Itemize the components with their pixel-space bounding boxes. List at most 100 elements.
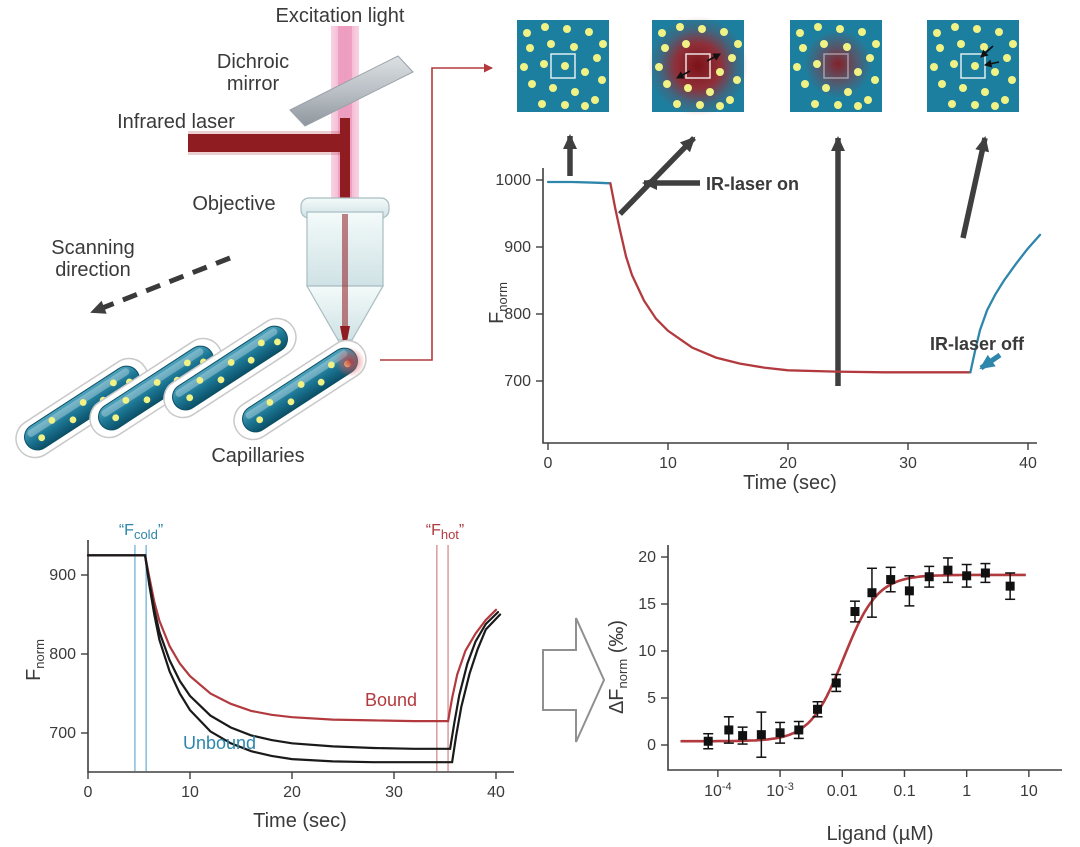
fluorophore-dot	[844, 88, 852, 96]
fluorophore-dot	[581, 68, 589, 76]
y-tick-label: 5	[647, 690, 656, 707]
fluorophore-dot	[811, 100, 819, 108]
data-point	[980, 568, 990, 578]
y-tick-label: 800	[504, 306, 531, 323]
fluorophore-dot	[274, 338, 281, 346]
fluorophore-dot	[112, 414, 120, 422]
fluorophore-dot	[858, 28, 866, 36]
fluorophore-dot	[728, 54, 736, 62]
data-point	[943, 565, 953, 575]
infrared-laser-label: Infrared laser	[117, 111, 235, 133]
fluorophore-dot	[973, 25, 981, 33]
detection-connector-line	[380, 63, 493, 361]
dose-ylabel-suffix: (‰)	[606, 620, 628, 659]
fluorophore-dot	[598, 76, 606, 84]
fluorophore-dot	[561, 101, 569, 109]
trace-ylabel-base: F	[486, 312, 508, 324]
dichroic-mirror-label-line1: Dichroic	[217, 51, 289, 73]
y-tick-label: 0	[647, 737, 656, 754]
fluorophore-dot	[684, 84, 692, 92]
data-point	[703, 736, 713, 746]
x-tick-label: 10	[181, 784, 199, 801]
fluorophore-dot	[799, 44, 807, 52]
fluorophore-dot	[585, 28, 593, 36]
fluorophore-dot	[183, 359, 191, 367]
data-point	[867, 588, 877, 598]
heated-spot	[648, 16, 748, 116]
fluorophore-dot	[247, 356, 255, 364]
data-point	[724, 725, 734, 735]
x-tick-label: 40	[1019, 455, 1037, 472]
fluorescence-image-4	[927, 20, 1019, 112]
ir-beam-vertical	[340, 118, 350, 214]
fluorophore-dot	[682, 40, 690, 48]
fluorophore-dot	[153, 379, 161, 386]
fluorophore-dot	[938, 80, 946, 88]
capillary	[15, 357, 149, 459]
x-tick-label: 0	[84, 784, 93, 801]
x-tick-label: 30	[385, 784, 403, 801]
fluorophore-dot	[327, 361, 335, 369]
trace-ylabel: Fnorm	[486, 282, 510, 324]
ir-laser-off-label: IR-laser off	[930, 334, 1025, 354]
x-tick-label: 20	[779, 455, 797, 472]
excitation-light-label: Excitation light	[276, 5, 405, 27]
dose-xlabel: Ligand (µM)	[826, 823, 933, 845]
fluorophore-dot	[981, 88, 989, 96]
x-tick-label: 40	[487, 784, 505, 801]
fluorophore-dot	[520, 63, 528, 71]
fluorophore-dot	[836, 25, 844, 33]
data-point	[794, 725, 804, 735]
fluorophore-dot	[523, 29, 531, 37]
fluorophore-dot	[528, 80, 536, 88]
fcold-sub: cold	[134, 527, 158, 542]
fluorophore-dot	[526, 44, 534, 52]
curve-thermophoresis	[609, 182, 972, 374]
fluorophore-dot	[297, 381, 305, 388]
fluorophore-dot	[79, 399, 87, 406]
fluorophore-dot	[540, 60, 548, 68]
dichroic-mirror	[289, 55, 414, 127]
fluorophore-dot	[951, 23, 959, 31]
trace-ylabel-sub: norm	[495, 282, 510, 312]
fluorophore-dot	[549, 84, 557, 92]
binding-ylabel-sub: norm	[32, 639, 47, 669]
fluorophore-dot	[143, 396, 151, 404]
fluorophore-dot	[936, 44, 944, 52]
fluorophore-dot	[950, 60, 958, 68]
roi-box	[685, 53, 711, 79]
fluorophore-dot	[696, 101, 704, 109]
binding-xlabel: Time (sec)	[253, 810, 347, 832]
roi-box	[823, 53, 849, 79]
data-point	[962, 571, 972, 581]
fluorophore-dot	[227, 359, 235, 366]
fluorophore-dot	[796, 29, 804, 37]
data-point	[738, 731, 748, 741]
x-tick-label: 0.1	[893, 783, 915, 800]
data-point	[756, 730, 766, 740]
fhot-suffix: ”	[459, 522, 464, 539]
fluorophore-dot	[196, 376, 204, 384]
x-tick-label: 0	[544, 455, 553, 472]
ir-beam-horizontal	[188, 134, 346, 152]
fluorophore-dot	[581, 102, 589, 110]
binding-annotations: “Fcold” “Fhot” Unbound Bound Fnorm Time …	[23, 522, 464, 832]
fluorescence-image-1	[517, 20, 609, 112]
data-point	[775, 728, 785, 738]
fluorophore-dot	[801, 80, 809, 88]
capillary	[89, 337, 223, 439]
x-tick-label: 10-3	[766, 781, 794, 800]
fluorophore-dot	[834, 101, 842, 109]
fhot-label: “Fhot”	[426, 522, 465, 542]
fluorophore-dot	[48, 416, 56, 424]
motion-arrow-out	[706, 53, 721, 62]
fluorophore-dot	[38, 434, 46, 442]
fhot-sub: hot	[441, 527, 459, 542]
fluorophore-dot	[948, 100, 956, 108]
fluorophore-dot	[217, 376, 225, 384]
fluorophore-dot	[930, 63, 938, 71]
trace-to-image-arrows	[563, 134, 990, 386]
heated-spot	[804, 30, 872, 98]
fluorophore-dot	[813, 60, 821, 68]
fluorophore-dot	[655, 63, 663, 71]
